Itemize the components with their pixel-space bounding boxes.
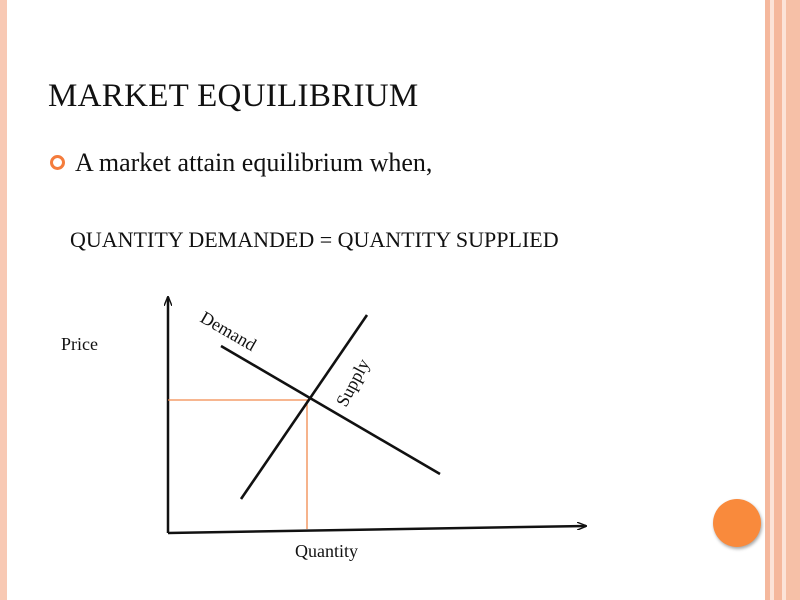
demand-line	[220, 344, 441, 476]
left-accent-stripe	[0, 0, 7, 600]
x-axis	[167, 526, 586, 535]
quantity-axis-label: Quantity	[295, 541, 358, 561]
bullet-text: A market attain equilibrium when,	[75, 148, 433, 177]
demand-curve-label: Demand	[197, 307, 260, 355]
right-accent-band	[770, 0, 774, 600]
right-accent-band	[774, 0, 782, 600]
orange-circle-decoration	[713, 499, 761, 547]
supply-line	[239, 314, 369, 500]
supply-curve-label: Supply	[332, 355, 374, 409]
price-axis-label: Price	[61, 334, 98, 354]
right-accent-band	[782, 0, 786, 600]
right-accent-band	[765, 0, 770, 600]
right-accent-band	[786, 0, 800, 600]
bullet-ring-icon	[50, 154, 65, 170]
bullet-item: A market attain equilibrium when,	[50, 148, 432, 178]
slide-title: MARKET EQUILIBRIUM	[48, 78, 419, 114]
equilibrium-equation: QUANTITY DEMANDED = QUANTITY SUPPLIED	[70, 227, 559, 252]
